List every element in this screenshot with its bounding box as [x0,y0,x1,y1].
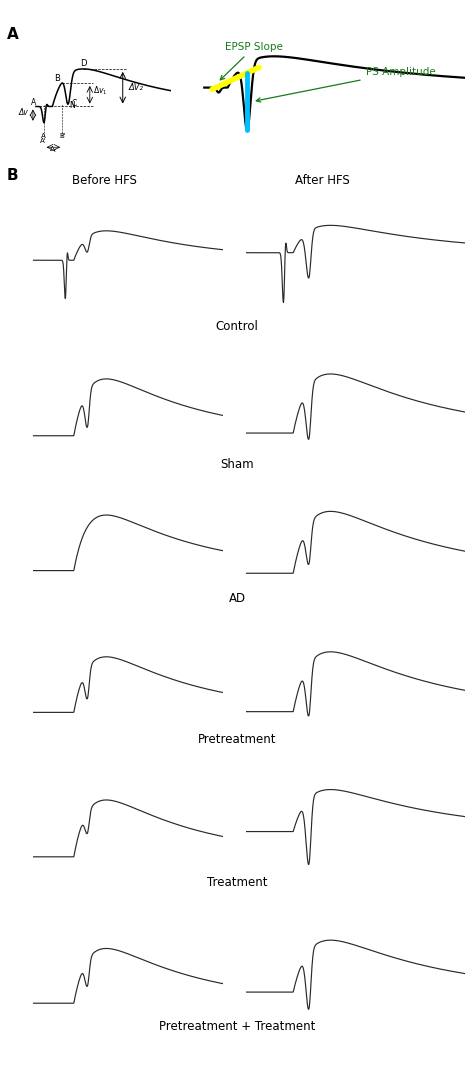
Text: $\Delta_t$: $\Delta_t$ [48,145,57,156]
Text: ΔV₂: ΔV₂ [129,83,144,92]
Text: A: A [41,133,46,139]
Text: A': A' [40,139,47,144]
Text: C: C [72,99,77,108]
Text: PS Amplitude: PS Amplitude [256,67,436,102]
Text: A: A [31,98,36,107]
Text: B: B [7,168,19,183]
Text: Control: Control [216,320,258,333]
Text: A: A [7,27,19,42]
Text: Before HFS: Before HFS [72,174,137,187]
Text: Pretreatment: Pretreatment [198,733,276,746]
Text: Treatment: Treatment [207,876,267,889]
Text: After HFS: After HFS [295,174,350,187]
Text: $\Delta v_1$: $\Delta v_1$ [93,84,108,97]
Text: N: N [70,101,75,110]
Text: B: B [54,75,60,83]
Text: AD: AD [228,592,246,604]
Text: Pretreatment + Treatment: Pretreatment + Treatment [159,1020,315,1033]
Text: EPSP Slope: EPSP Slope [220,43,283,80]
Text: Sham: Sham [220,458,254,471]
Text: D: D [80,59,87,68]
Text: Δv: Δv [18,108,28,117]
Text: B': B' [60,133,66,139]
